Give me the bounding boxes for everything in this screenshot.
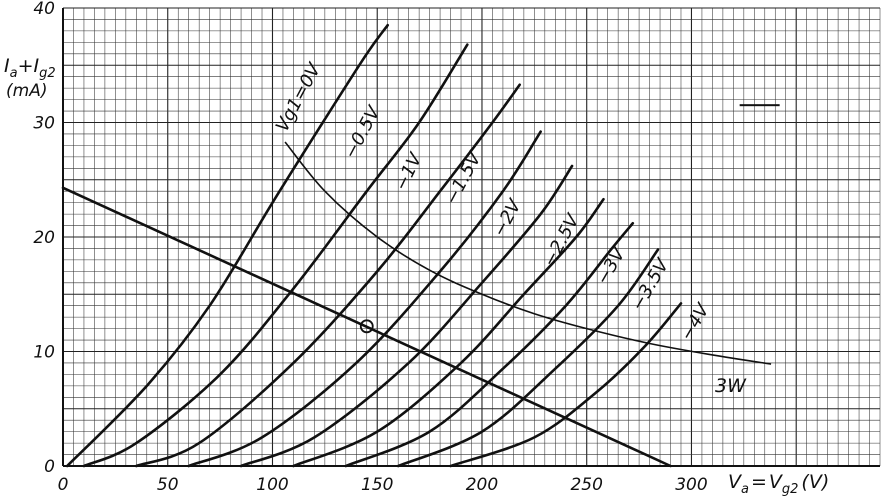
x-tick-label: 100 <box>256 475 288 495</box>
y-tick-label: 20 <box>33 228 55 248</box>
curve--1v <box>135 83 521 468</box>
y-tick-label: 40 <box>33 0 55 19</box>
y-axis-unit: (mA) <box>6 81 47 101</box>
x-tick-label: 0 <box>58 475 69 495</box>
x-axis-label: Va = Vg2 (V) <box>728 471 829 497</box>
curve--3.5v <box>396 248 660 468</box>
curve-label-m25: −2.5V <box>539 210 585 271</box>
y-tick-label: 0 <box>44 457 55 477</box>
curve--2.5v <box>292 197 605 468</box>
y-tick-label: 10 <box>33 343 55 363</box>
operating-point-marker <box>359 319 374 334</box>
inner-white-patch <box>739 104 780 107</box>
curve-3w <box>284 141 772 365</box>
x-tick-label: 300 <box>675 475 707 495</box>
axes <box>62 8 880 467</box>
curve-label-3w: 3W <box>715 375 747 397</box>
curves <box>61 23 772 468</box>
curve--3v <box>344 221 635 468</box>
curve--1.5v <box>187 130 542 468</box>
x-tick-label: 250 <box>570 475 602 495</box>
curve--4v <box>449 302 683 468</box>
curve-label-m05: −0.5V <box>340 102 386 163</box>
y-axis-label: Ia+Ig2 <box>4 55 56 81</box>
y-tick-label: 30 <box>33 114 55 134</box>
curve-label-vg0: Vg1=0V <box>272 59 326 136</box>
grid <box>62 7 881 467</box>
load-line <box>61 186 672 468</box>
curve--2v <box>239 164 574 468</box>
curve--0.5v <box>82 43 469 468</box>
curve-vg1-0v <box>65 23 390 468</box>
x-tick-label: 150 <box>361 475 393 495</box>
x-tick-label: 50 <box>157 475 179 495</box>
tick-labels: 0 50 100 150 200 250 300 0 10 20 30 40 <box>33 0 707 495</box>
x-tick-label: 200 <box>466 475 498 495</box>
